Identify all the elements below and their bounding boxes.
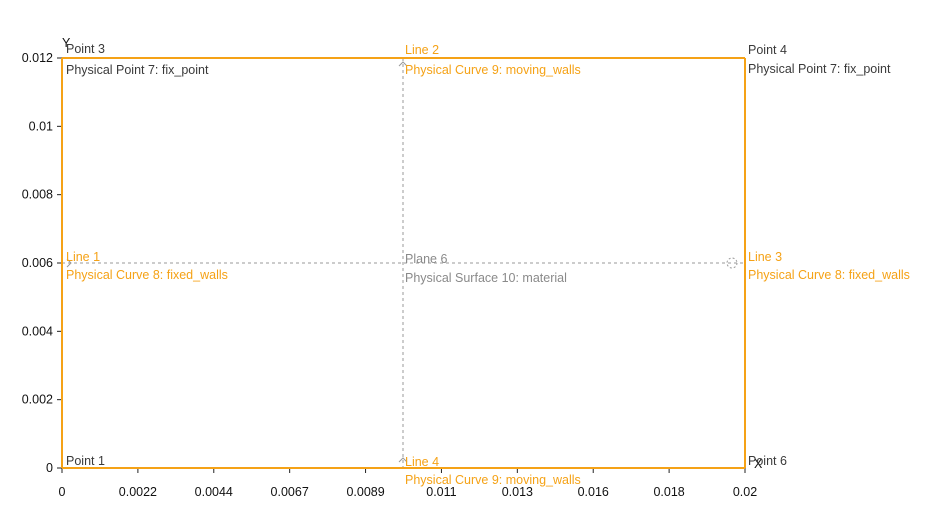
x-tick-label: 0: [59, 485, 66, 499]
x-tick-label: 0.0044: [195, 485, 233, 499]
line-3-group-label: Physical Curve 8: fixed_walls: [748, 268, 910, 282]
x-axis-label: X: [754, 457, 763, 471]
line-4-direction-icon: [398, 457, 408, 463]
x-tick-label: 0.02: [733, 485, 757, 499]
x-tick-label: 0.0022: [119, 485, 157, 499]
line-1-direction-icon: [66, 258, 72, 268]
x-tick-label: 0.016: [578, 485, 609, 499]
y-tick-label: 0.012: [22, 51, 53, 65]
y-tick-label: 0.01: [29, 119, 53, 133]
line-4-label[interactable]: Line 4: [405, 455, 439, 469]
boundary: [61, 57, 746, 469]
x-tick-label: 0.0089: [346, 485, 384, 499]
point-4-group-label: Physical Point 7: fix_point: [748, 62, 891, 76]
y-tick-label: 0: [46, 461, 53, 475]
line-2-group-label: Physical Curve 9: moving_walls: [405, 63, 581, 77]
surface-labels: Plane 6 Physical Surface 10: material: [405, 252, 567, 285]
point-3-group-label: Physical Point 7: fix_point: [66, 63, 209, 77]
line-labels: Line 1 Physical Curve 8: fixed_walls Lin…: [66, 43, 910, 487]
x-tick-label: 0.011: [426, 485, 456, 499]
point-1-label[interactable]: Point 1: [66, 454, 105, 468]
x-tick-label: 0.018: [653, 485, 684, 499]
line-1-label[interactable]: Line 1: [66, 250, 100, 264]
y-tick-label: 0.004: [22, 324, 53, 338]
y-ticks: 0 0.002 0.004 0.006 0.008 0.01 0.012: [22, 51, 62, 475]
x-tick-label: 0.0067: [271, 485, 309, 499]
line-2-label[interactable]: Line 2: [405, 43, 439, 57]
y-tick-label: 0.002: [22, 393, 53, 407]
point-4-label[interactable]: Point 4: [748, 43, 787, 57]
y-tick-label: 0.008: [22, 188, 53, 202]
y-axis-label: Y: [62, 36, 71, 50]
point-6-label[interactable]: Point 6: [748, 454, 787, 468]
point-3-label[interactable]: Point 3: [66, 42, 105, 56]
line-3-direction-icon: [726, 257, 738, 269]
line-3-label[interactable]: Line 3: [748, 250, 782, 264]
surface-group-label: Physical Surface 10: material: [405, 271, 567, 285]
y-tick-label: 0.006: [22, 256, 53, 270]
x-tick-label: 0.013: [502, 485, 533, 499]
line-1-group-label: Physical Curve 8: fixed_walls: [66, 268, 228, 282]
line-4-group-label: Physical Curve 9: moving_walls: [405, 473, 581, 487]
surface-label[interactable]: Plane 6: [405, 252, 447, 266]
line-2-direction-icon: [398, 61, 408, 67]
axes: Y X 0 0.0022 0.0044 0.0067 0.0089 0.011 0.013 0…: [22, 36, 763, 499]
point-labels: Point 3 Physical Point 7: fix_point Poin…: [66, 42, 891, 468]
surface-guides: [62, 58, 745, 468]
